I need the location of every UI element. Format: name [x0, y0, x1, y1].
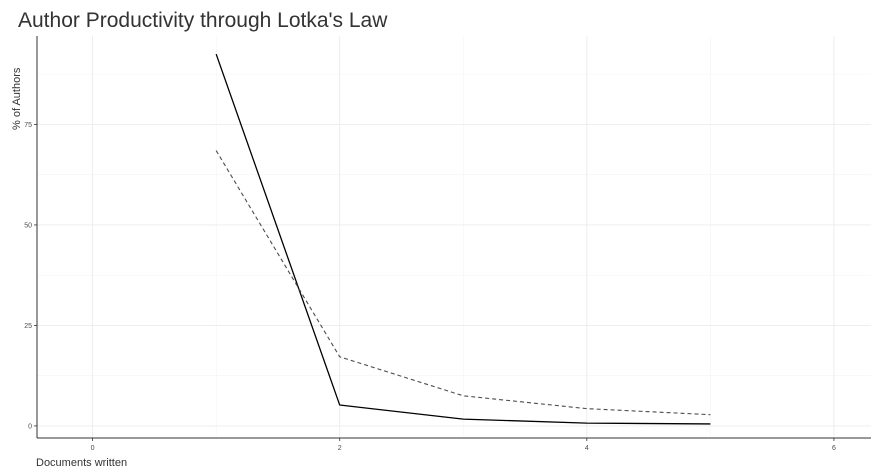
- dashed-series-line: [215, 150, 711, 416]
- x-tick-label: 6: [832, 445, 836, 452]
- y-axis-title: % of Authors: [11, 67, 23, 130]
- y-tick-label: 75: [24, 122, 32, 129]
- y-tick-label: 25: [24, 323, 32, 330]
- y-tick-label: 0: [28, 423, 32, 430]
- x-axis-ticks: 0 2 4 6: [91, 438, 836, 452]
- x-tick-label: 0: [91, 445, 95, 452]
- x-axis-title: Documents written: [36, 457, 127, 469]
- major-gridlines: [37, 36, 871, 438]
- y-axis-ticks: 0 25 50 75: [24, 122, 37, 430]
- chart-title: Author Productivity through Lotka's Law: [18, 9, 388, 32]
- solid-series-line: [215, 53, 711, 425]
- x-tick-label: 4: [585, 445, 589, 452]
- series-layer: [215, 53, 711, 425]
- y-tick-label: 50: [24, 222, 32, 229]
- minor-gridlines: [37, 36, 871, 438]
- x-tick-label: 2: [338, 445, 342, 452]
